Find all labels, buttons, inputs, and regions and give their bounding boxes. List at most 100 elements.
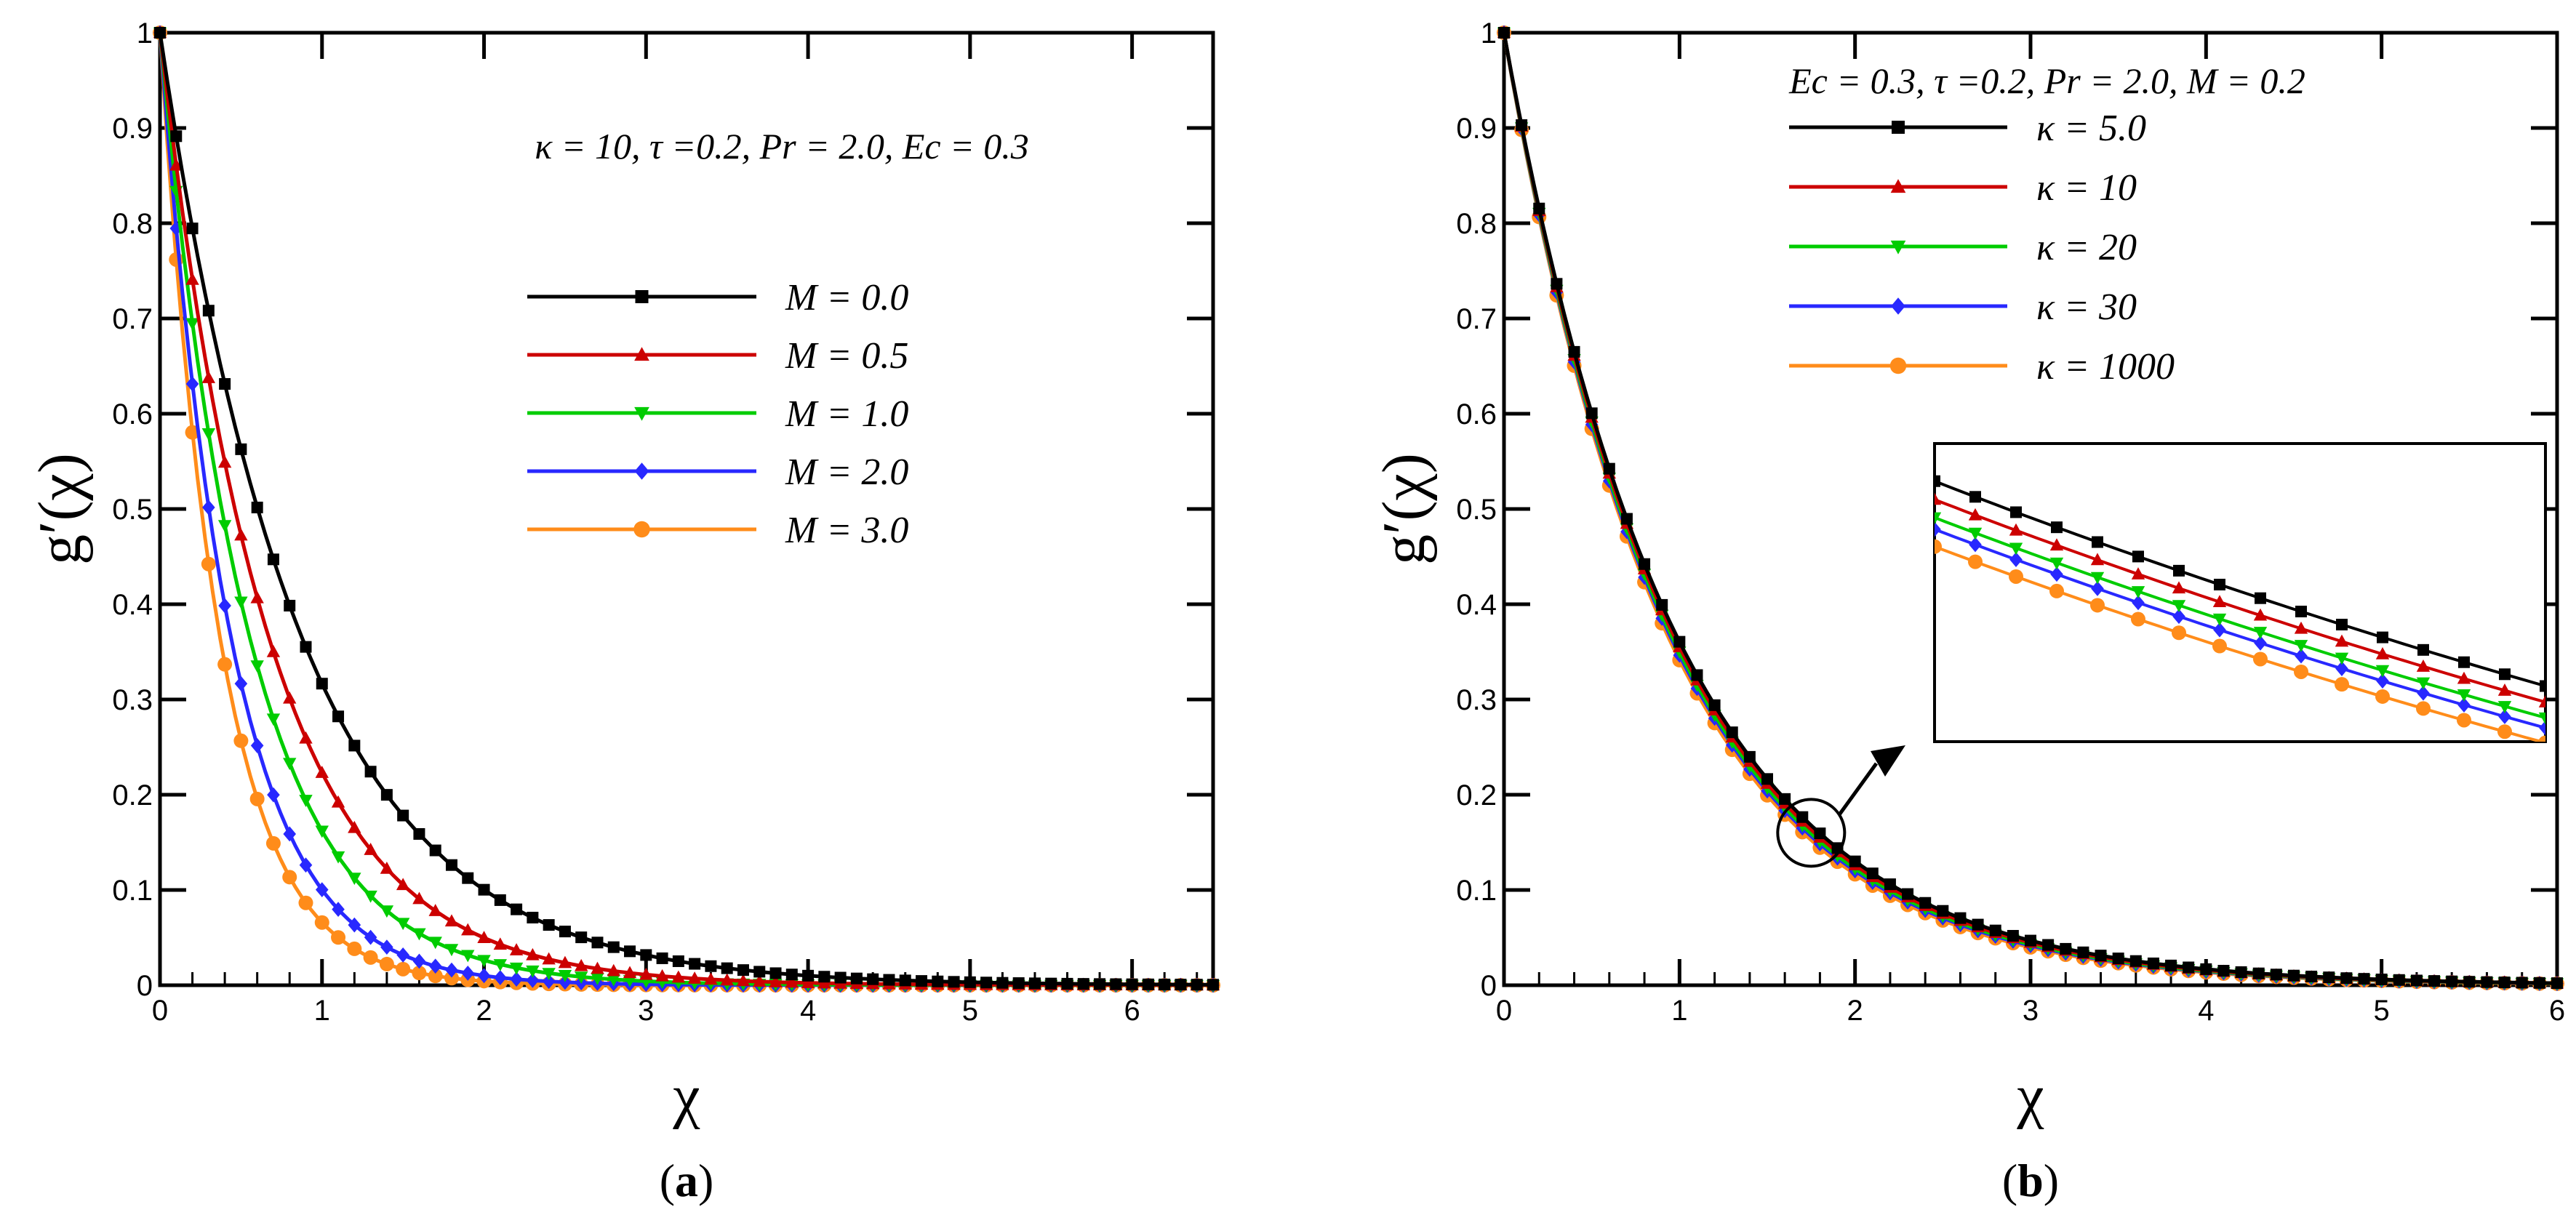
x-axis-label-b: χ [2016, 1062, 2044, 1130]
data-point [623, 966, 637, 979]
inset-data-point [2172, 600, 2186, 613]
data-point [672, 955, 684, 967]
legend-label: κ = 30 [2036, 286, 2137, 328]
data-point [315, 825, 329, 838]
legend-label: κ = 5.0 [2036, 108, 2146, 149]
legend-marker [633, 521, 650, 538]
data-point [477, 931, 491, 943]
data-point [250, 738, 264, 753]
data-point [1533, 202, 1545, 214]
data-point [1551, 278, 1563, 290]
data-point [186, 222, 199, 235]
inset-data-point [2295, 648, 2308, 664]
inset-series-line [1935, 498, 2545, 704]
curves-a [153, 25, 1220, 993]
data-point [250, 590, 264, 604]
y-tick-label: 0 [137, 970, 153, 1002]
data-point [266, 713, 281, 726]
y-axis-label-b: g′(χ) [1370, 453, 1438, 565]
data-point [267, 553, 279, 566]
data-point [201, 428, 216, 441]
data-point [2077, 946, 2089, 958]
x-tick-label: 3 [2023, 995, 2039, 1027]
data-point [559, 974, 572, 990]
inset-data-point [1935, 521, 1941, 537]
data-point [331, 930, 346, 945]
data-point [1761, 773, 1773, 785]
y-tick-label: 0.5 [1456, 494, 1497, 526]
data-point [509, 962, 524, 975]
inset-data-point [2416, 701, 2431, 716]
inset-data-point [2212, 613, 2227, 626]
inset-data-point [1935, 492, 1942, 505]
data-point [2498, 977, 2511, 989]
inset-data-point [2172, 625, 2186, 641]
data-point [785, 969, 798, 981]
data-point [267, 787, 280, 803]
x-tick-label: 5 [962, 995, 978, 1027]
data-point [2270, 969, 2282, 981]
data-point [396, 878, 410, 891]
legend-marker [635, 290, 649, 303]
data-point [380, 939, 393, 955]
inset-data-point [2009, 569, 2023, 584]
data-point [526, 947, 540, 961]
data-point [413, 827, 425, 840]
inset-data-point [2172, 581, 2186, 594]
legend-label: M = 2.0 [785, 452, 908, 493]
data-point [916, 975, 928, 987]
y-tick-label: 0.3 [112, 684, 153, 716]
data-point [1110, 978, 1122, 990]
inset-data-point [1968, 508, 1983, 521]
data-point [266, 644, 281, 657]
inset-data-point [2458, 656, 2470, 668]
data-point [2516, 977, 2528, 989]
data-point [2060, 942, 2072, 955]
data-point [348, 739, 361, 752]
inset-data-point [2090, 598, 2105, 613]
data-point [1796, 811, 1809, 823]
data-point [316, 678, 328, 690]
plot-frame-a [158, 31, 1215, 987]
data-point [154, 27, 166, 39]
data-point [1902, 888, 1914, 900]
x-tick-label: 0 [152, 995, 168, 1027]
data-point [331, 795, 345, 808]
data-point [2042, 939, 2055, 951]
x-tick-label: 0 [1496, 995, 1512, 1027]
inset-data-point [2335, 677, 2349, 692]
inset-data-point [2497, 724, 2512, 739]
inset-data-point [2335, 652, 2349, 665]
data-point [1142, 978, 1154, 990]
data-point [639, 967, 653, 980]
data-point [235, 443, 247, 455]
inset-data-point [2131, 586, 2145, 598]
data-point [234, 528, 248, 541]
x-tick-label: 6 [2549, 995, 2565, 1027]
data-point [445, 859, 457, 871]
caption-a: (a) [660, 1155, 714, 1206]
data-point [1884, 878, 1896, 891]
inset-data-point [2173, 564, 2185, 577]
data-point [348, 917, 361, 933]
data-point [2288, 969, 2300, 982]
data-point [444, 944, 459, 957]
data-point [2551, 977, 2563, 990]
legend-b: κ = 5.0 κ = 10 κ = 20 κ = 30 κ = 1000 [1789, 108, 2175, 388]
x-axis-label-a: χ [672, 1062, 700, 1130]
data-point [1639, 558, 1651, 570]
data-point [542, 974, 556, 990]
legend-label: M = 1.0 [785, 393, 908, 435]
data-point [2007, 929, 2019, 942]
data-point [347, 941, 362, 956]
x-tick-label: 2 [1847, 995, 1863, 1027]
data-point [300, 641, 312, 653]
data-point [510, 971, 523, 987]
data-point [607, 963, 620, 977]
data-point [1779, 793, 1791, 805]
data-point [2410, 974, 2423, 987]
data-point [834, 971, 847, 984]
data-point [2183, 961, 2195, 974]
inset-data-point [2049, 557, 2064, 570]
data-point [2095, 950, 2107, 962]
